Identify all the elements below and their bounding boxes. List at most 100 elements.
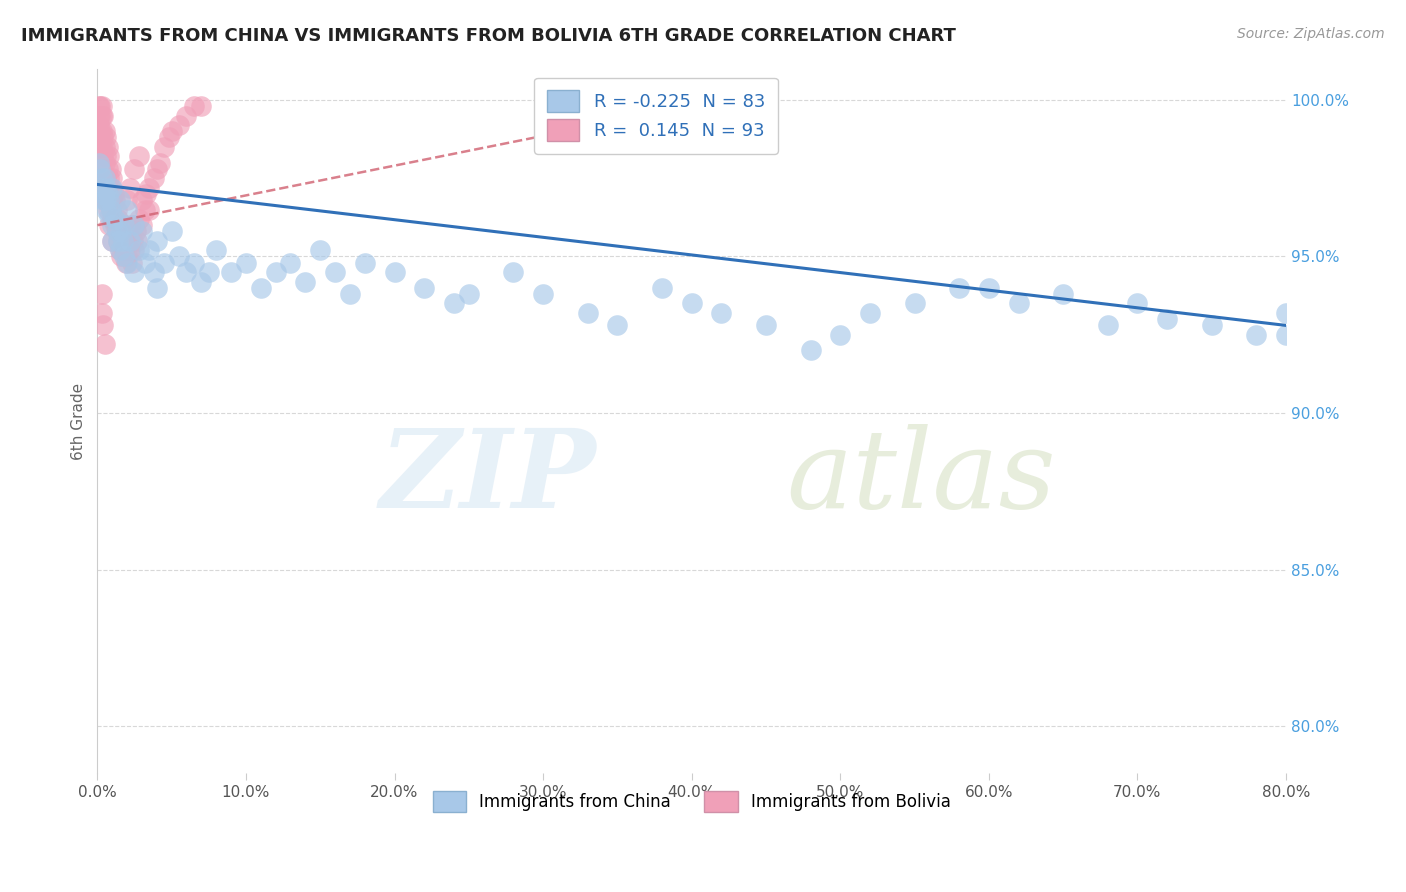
Point	[89, 99, 111, 113]
Point	[89, 161, 111, 176]
Point	[91, 109, 114, 123]
Point	[1097, 318, 1119, 333]
Point	[101, 180, 124, 194]
Point	[90, 161, 112, 176]
Point	[108, 244, 131, 258]
Point	[91, 193, 114, 207]
Point	[1275, 327, 1298, 342]
Point	[205, 244, 228, 258]
Point	[94, 171, 117, 186]
Point	[115, 256, 138, 270]
Point	[1275, 306, 1298, 320]
Point	[264, 265, 287, 279]
Point	[235, 256, 257, 270]
Point	[124, 244, 146, 258]
Point	[100, 180, 122, 194]
Point	[118, 244, 141, 258]
Point	[101, 193, 124, 207]
Point	[502, 265, 524, 279]
Point	[249, 281, 271, 295]
Text: IMMIGRANTS FROM CHINA VS IMMIGRANTS FROM BOLIVIA 6TH GRADE CORRELATION CHART: IMMIGRANTS FROM CHINA VS IMMIGRANTS FROM…	[21, 27, 956, 45]
Point	[105, 202, 128, 217]
Point	[710, 306, 733, 320]
Point	[97, 140, 120, 154]
Point	[576, 306, 599, 320]
Point	[117, 234, 139, 248]
Point	[114, 256, 136, 270]
Point	[1156, 312, 1178, 326]
Point	[112, 250, 135, 264]
Point	[353, 256, 375, 270]
Legend: Immigrants from China, Immigrants from Bolivia: Immigrants from China, Immigrants from B…	[419, 778, 965, 825]
Point	[98, 218, 121, 232]
Point	[101, 234, 124, 248]
Point	[100, 202, 122, 217]
Point	[90, 124, 112, 138]
Point	[97, 180, 120, 194]
Point	[108, 218, 131, 232]
Point	[107, 234, 129, 248]
Point	[115, 202, 138, 217]
Point	[111, 234, 134, 248]
Point	[176, 265, 198, 279]
Point	[183, 256, 205, 270]
Point	[457, 287, 479, 301]
Point	[118, 234, 141, 248]
Point	[146, 281, 169, 295]
Point	[105, 224, 128, 238]
Text: ZIP: ZIP	[380, 424, 596, 531]
Point	[127, 234, 149, 248]
Point	[104, 211, 127, 226]
Point	[323, 265, 346, 279]
Point	[98, 171, 121, 186]
Point	[97, 186, 120, 201]
Point	[122, 234, 145, 248]
Point	[111, 234, 134, 248]
Point	[1052, 287, 1074, 301]
Point	[176, 109, 198, 123]
Point	[90, 180, 112, 194]
Text: atlas: atlas	[787, 424, 1056, 531]
Point	[103, 186, 125, 201]
Point	[153, 256, 176, 270]
Point	[651, 281, 673, 295]
Point	[91, 318, 114, 333]
Point	[118, 218, 141, 232]
Point	[107, 211, 129, 226]
Point	[294, 275, 316, 289]
Point	[115, 224, 138, 238]
Point	[94, 193, 117, 207]
Point	[100, 202, 122, 217]
Point	[977, 281, 1000, 295]
Point	[90, 99, 112, 113]
Point	[167, 118, 190, 132]
Point	[87, 118, 110, 132]
Point	[197, 265, 219, 279]
Point	[98, 149, 121, 163]
Point	[157, 130, 180, 145]
Point	[96, 202, 118, 217]
Point	[384, 265, 406, 279]
Point	[755, 318, 778, 333]
Point	[96, 130, 118, 145]
Point	[153, 140, 176, 154]
Point	[190, 275, 212, 289]
Point	[115, 250, 138, 264]
Text: Source: ZipAtlas.com: Source: ZipAtlas.com	[1237, 27, 1385, 41]
Point	[115, 193, 138, 207]
Point	[103, 211, 125, 226]
Point	[903, 296, 925, 310]
Point	[91, 186, 114, 201]
Point	[110, 224, 132, 238]
Point	[146, 234, 169, 248]
Point	[89, 140, 111, 154]
Point	[97, 202, 120, 217]
Point	[101, 211, 124, 226]
Point	[94, 140, 117, 154]
Point	[219, 265, 242, 279]
Point	[94, 171, 117, 186]
Point	[146, 161, 169, 176]
Point	[90, 140, 112, 154]
Point	[1201, 318, 1223, 333]
Point	[91, 149, 114, 163]
